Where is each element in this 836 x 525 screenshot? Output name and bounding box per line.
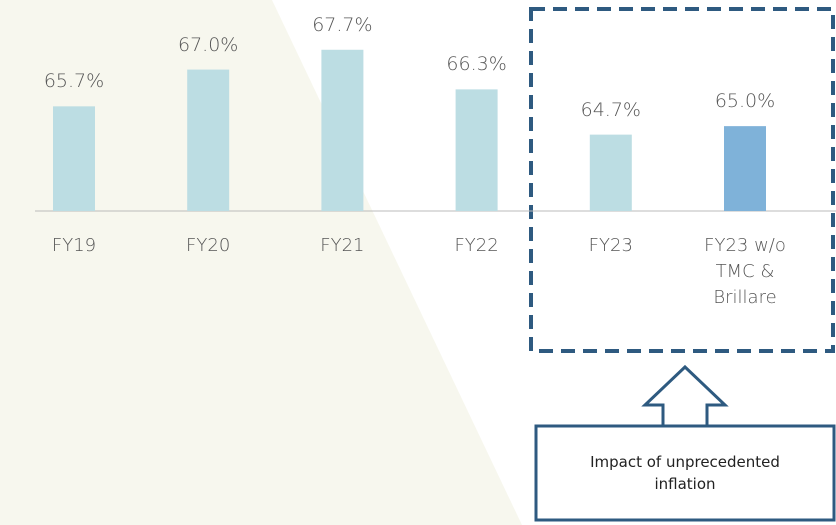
x-tick-label: FY22 — [454, 235, 499, 256]
highlight-box — [529, 7, 835, 353]
x-tick-label: FY23 — [588, 235, 633, 256]
value-label: 65.0% — [714, 90, 776, 113]
bar — [187, 69, 230, 211]
bar — [53, 106, 95, 211]
x-tick-label: FY21 — [320, 235, 365, 256]
x-tick-label: FY20 — [186, 235, 231, 256]
x-tick-label: FY23 w/o TMC & Brillare — [704, 235, 786, 308]
x-tick-label: FY19 — [51, 235, 97, 256]
bar — [589, 134, 632, 211]
value-label: 67.7% — [312, 13, 373, 36]
value-label: 64.7% — [580, 98, 641, 121]
background-shape — [0, 0, 522, 525]
value-label: 67.0% — [178, 33, 239, 56]
annotation: Impact of unprecedented inflation — [590, 453, 780, 493]
bar — [321, 49, 364, 212]
value-label: 66.3% — [446, 53, 507, 76]
bar — [724, 126, 766, 211]
bar — [455, 89, 498, 211]
arrow — [641, 364, 729, 430]
value-label: 65.7% — [43, 70, 105, 93]
annotation-box — [534, 424, 836, 522]
